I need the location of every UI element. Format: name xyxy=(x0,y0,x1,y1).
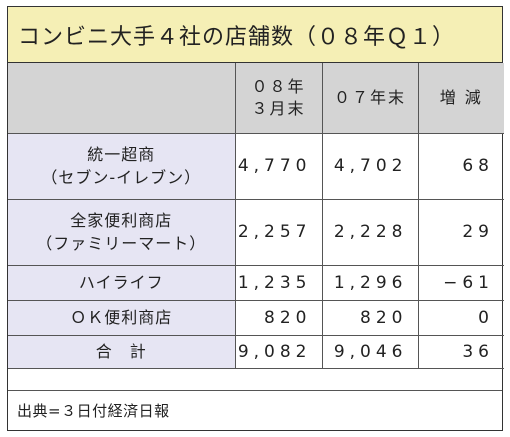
header-2008-q1: ０８年 ３月末 xyxy=(234,63,323,134)
value-2007: 820 xyxy=(321,299,419,336)
table-row-hi-life: ハイライフ 1,235 1,296 −61 xyxy=(8,264,504,301)
row-label: ＯＫ便利商店 xyxy=(8,299,236,336)
value-change: 29 xyxy=(417,198,504,266)
table-title: コンビニ大手４社の店舗数（０８年Ｑ１） xyxy=(8,7,502,63)
store-count-table: ０８年 ３月末 ０７年末 増 減 統一超商 （セブン-イレブン） 4,770 4… xyxy=(8,63,504,369)
row-label: 合 計 xyxy=(8,334,236,369)
value-change: 68 xyxy=(417,132,504,200)
table-row-ok-mart: ＯＫ便利商店 820 820 0 xyxy=(8,299,504,336)
value-change: 36 xyxy=(417,334,504,369)
value-2008: 2,257 xyxy=(234,198,323,266)
table-row-familymart: 全家便利商店 （ファミリーマート） 2,257 2,228 29 xyxy=(8,198,504,266)
header-change: 増 減 xyxy=(417,63,504,134)
value-2007: 4,702 xyxy=(321,132,419,200)
header-corner-cell xyxy=(8,63,236,134)
row-label: 統一超商 （セブン-イレブン） xyxy=(8,132,236,200)
source-note: 出典=３日付経済日報 xyxy=(8,390,502,430)
table-row-total: 合 計 9,082 9,046 36 xyxy=(8,334,504,369)
row-label: ハイライフ xyxy=(8,264,236,301)
value-change: −61 xyxy=(417,264,504,301)
value-2008: 9,082 xyxy=(234,334,323,369)
value-2008: 1,235 xyxy=(234,264,323,301)
value-2007: 1,296 xyxy=(321,264,419,301)
header-2007-end: ０７年末 xyxy=(321,63,419,134)
value-change: 0 xyxy=(417,299,504,336)
header-row: ０８年 ３月末 ０７年末 増 減 xyxy=(8,63,504,134)
value-2008: 820 xyxy=(234,299,323,336)
value-2007: 9,046 xyxy=(321,334,419,369)
value-2008: 4,770 xyxy=(234,132,323,200)
value-2007: 2,228 xyxy=(321,198,419,266)
store-count-table-card: コンビニ大手４社の店舗数（０８年Ｑ１） ０８年 ３月末 ０７年末 増 減 統一超… xyxy=(7,6,504,431)
row-label: 全家便利商店 （ファミリーマート） xyxy=(8,198,236,266)
table-row-seven-eleven: 統一超商 （セブン-イレブン） 4,770 4,702 68 xyxy=(8,132,504,200)
